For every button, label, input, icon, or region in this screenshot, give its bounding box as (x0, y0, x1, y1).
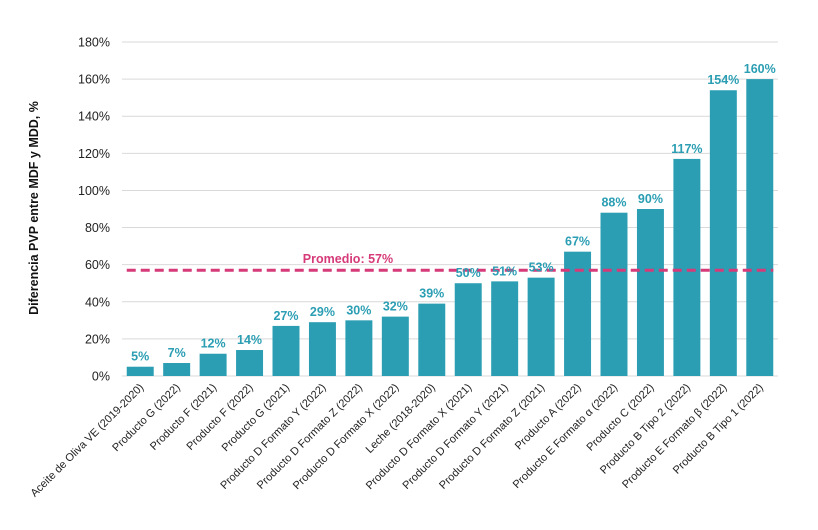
y-tick-label: 100% (78, 184, 110, 198)
bar (236, 350, 264, 376)
bar (454, 283, 482, 376)
y-tick-label: 0% (92, 370, 110, 384)
bar (746, 79, 774, 376)
gridlines (122, 41, 778, 377)
data-label: 50% (456, 266, 481, 280)
y-axis-label: Diferencia PVP entre MDF y MDD, % (27, 101, 41, 315)
bar (709, 90, 737, 376)
average-line-group: Promedio: 57% (126, 252, 774, 272)
bars (126, 79, 774, 376)
y-tick-label: 160% (78, 73, 110, 87)
data-label: 53% (529, 261, 554, 275)
x-tick-label: Producto F (2022) (185, 382, 256, 453)
average-label: Promedio: 57% (303, 252, 393, 266)
data-label: 29% (310, 305, 335, 319)
bar (381, 316, 409, 376)
x-tick-label: Producto G (2022) (110, 382, 182, 454)
y-tick-label: 60% (85, 258, 110, 272)
y-tick-label: 180% (78, 36, 110, 50)
data-label: 160% (744, 62, 776, 76)
bar (527, 277, 555, 376)
data-label: 32% (383, 300, 408, 314)
y-tick-label: 140% (78, 110, 110, 124)
data-labels: 5% 7% 12% 14% 27% 29% 30% 32% 39% 50% 51% 53% 67% 88%… (131, 62, 776, 364)
bar (636, 209, 664, 376)
y-tick-label: 40% (85, 295, 110, 309)
y-tick-label: 20% (85, 332, 110, 346)
y-tick-label: 80% (85, 221, 110, 235)
data-label: 117% (671, 142, 702, 156)
x-tick-label: Producto A (2022) (513, 382, 584, 453)
data-label: 12% (201, 337, 226, 351)
data-label: 7% (168, 346, 186, 360)
bar (418, 303, 446, 376)
data-label: 39% (419, 287, 444, 301)
data-label: 88% (601, 196, 626, 210)
bar (199, 353, 227, 376)
x-tick-label: Producto C (2022) (585, 382, 657, 454)
bar (345, 320, 373, 376)
bar (491, 281, 519, 376)
x-axis-ticks: Aceite de Oliva VE (2019-2020)Producto G… (28, 382, 765, 500)
data-label: 27% (273, 309, 298, 323)
data-label: 14% (237, 333, 262, 347)
y-axis-ticks: 0% 20% 40% 60% 80% 100% 120% 140% 160% 180% (78, 36, 110, 384)
data-label: 51% (492, 264, 517, 278)
data-label: 30% (346, 303, 371, 317)
bar (600, 212, 628, 376)
x-tick-label: Producto G (2021) (220, 382, 292, 454)
bar (126, 366, 154, 376)
bar (308, 322, 336, 376)
data-label: 5% (131, 350, 149, 364)
bar (673, 158, 701, 376)
bar (272, 325, 300, 376)
bar (163, 363, 191, 376)
data-label: 90% (638, 192, 663, 206)
data-label: 67% (565, 235, 590, 249)
x-tick-label: Producto F (2021) (148, 382, 219, 453)
y-tick-label: 120% (78, 147, 110, 161)
data-label: 154% (707, 73, 739, 87)
bar (564, 251, 592, 376)
x-tick-label: Leche (2018-2020) (364, 382, 438, 456)
